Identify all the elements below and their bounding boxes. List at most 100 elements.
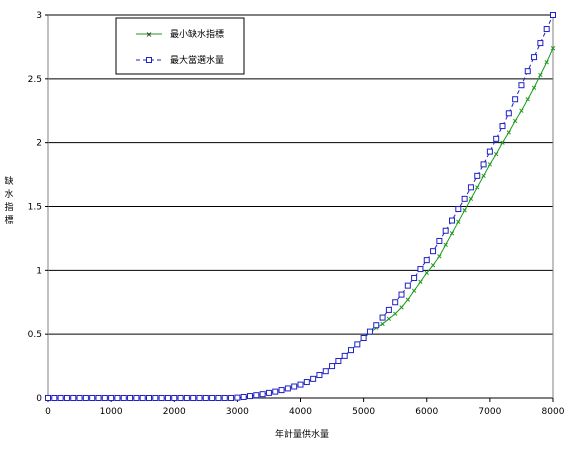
data-point [303,379,310,386]
data-point [57,395,64,401]
data-point [398,291,405,298]
data-point [461,195,468,202]
series-layer [45,12,556,401]
data-point [506,130,511,135]
data-point [348,347,354,354]
data-point [310,375,317,382]
data-point [209,395,216,401]
data-point [449,231,455,236]
data-point [234,394,241,401]
data-point [127,395,134,401]
data-point [494,152,499,157]
x-tick-label: 0 [45,407,51,417]
data-point [45,395,51,401]
data-point [512,96,519,103]
y-tick-label: 1.5 [28,203,42,213]
data-point [335,357,342,364]
data-point [366,328,373,335]
data-point [443,242,448,247]
y-tick-label: 1 [36,266,42,276]
legend-label: 最大當選水量 [170,54,224,66]
legend-marker: × [146,30,153,39]
legend-label: 最小缺水指標 [170,28,224,40]
data-point [512,118,518,124]
series-line [48,47,554,399]
data-point [379,314,386,321]
data-point [500,140,505,145]
x-tick-label: 8000 [542,407,565,417]
data-point [146,395,152,401]
data-point [284,385,291,392]
x-tick-label: 2000 [163,407,186,417]
y-axis-label-char: 指 [4,201,13,213]
data-point [486,148,493,155]
tick-label-layer: 0 0.5 1 1.5 2 2.5 3 0 1000 2000 3000 4000 5000 6000 70… [28,11,565,417]
x-tick-label: 7000 [478,407,501,417]
data-point [537,40,544,47]
data-point [531,54,538,61]
y-tick-label: 2 [36,139,42,149]
data-point [95,395,102,401]
data-point [183,395,190,401]
data-point [373,322,380,329]
data-point [385,306,392,313]
data-point [120,395,127,401]
data-point [467,184,474,191]
legend: × 最小缺水指標 最大當選水量 [115,17,245,75]
data-point [424,270,429,276]
data-point [499,123,506,130]
x-tick-label: 3000 [226,407,249,417]
data-point [291,383,298,390]
data-point [247,393,253,400]
data-point [411,288,417,293]
data-point [550,12,556,18]
data-point [354,341,361,348]
x-axis-label: 年計量供水量 [275,428,329,440]
data-point [405,297,410,302]
data-point [202,395,209,401]
data-point [417,266,424,273]
data-point [63,395,70,401]
data-point [430,248,437,255]
legend-entry: 最大當選水量 [136,54,224,66]
data-point [386,316,392,322]
y-axis-label: 缺水指標 [4,175,13,226]
data-point [531,85,537,90]
data-point [474,172,481,179]
data-point [228,395,235,401]
data-point [316,372,323,379]
data-point [76,395,83,401]
data-point [158,395,165,401]
data-point [253,392,260,399]
data-point [51,395,58,401]
data-point [550,46,556,51]
data-point [101,395,108,401]
data-point [524,68,531,75]
data-point [442,227,449,234]
data-point [543,26,550,33]
data-point [404,282,411,289]
y-axis-label-char: 標 [4,214,13,226]
data-point [265,389,272,396]
series-2 [45,12,556,401]
data-point [114,395,121,401]
data-point [487,162,493,167]
data-point [519,108,524,113]
data-point [108,395,115,401]
data-point [272,388,279,395]
data-point [455,206,462,213]
data-point [436,237,443,244]
data-point [430,263,436,268]
data-point [449,217,455,224]
data-point [538,72,543,78]
data-point [475,185,480,190]
legend-marker [146,57,152,63]
data-point [82,395,89,401]
data-point [152,395,159,401]
data-point [393,311,398,316]
data-point [89,395,96,401]
y-tick-label: 0 [36,394,42,404]
data-point [518,82,525,89]
